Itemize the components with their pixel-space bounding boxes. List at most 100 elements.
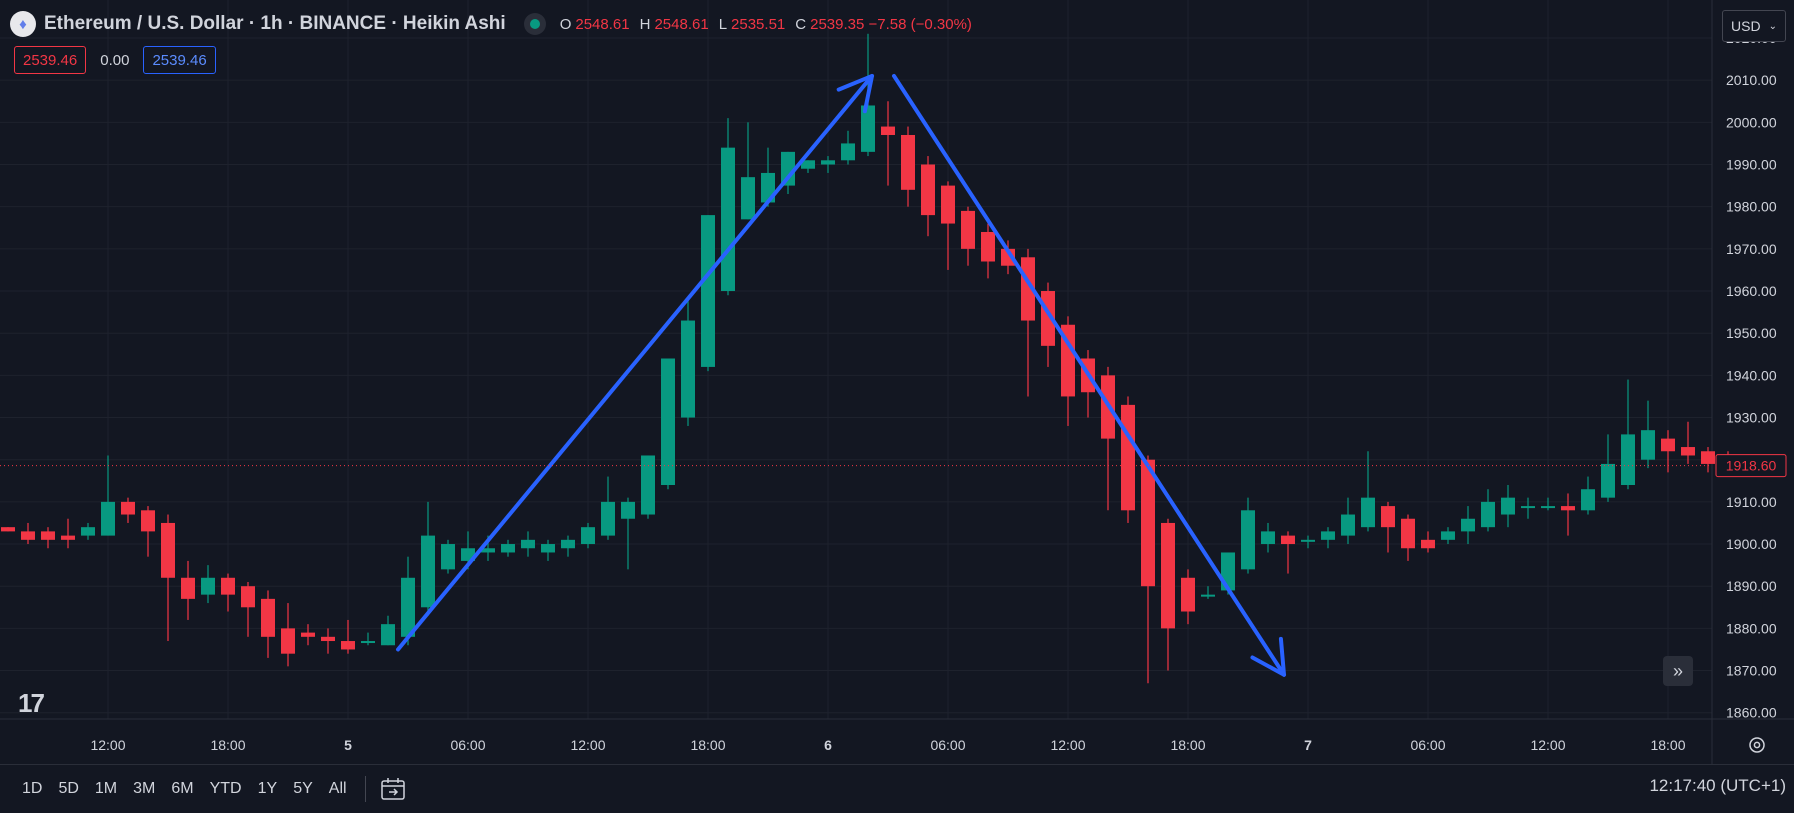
candle-up bbox=[781, 151, 795, 186]
buy-button[interactable]: 2539.46 bbox=[143, 46, 216, 74]
x-tick-label: 6 bbox=[824, 737, 832, 753]
candle-down bbox=[1, 527, 15, 532]
candle-up bbox=[541, 544, 555, 553]
candle-up bbox=[561, 539, 575, 549]
candle-down bbox=[341, 641, 355, 650]
candle-down bbox=[1161, 522, 1175, 629]
ohlc-high-value: 2548.61 bbox=[654, 15, 709, 33]
candle-down bbox=[21, 531, 35, 540]
chevron-down-icon: ⌄ bbox=[1768, 20, 1777, 32]
currency-select[interactable]: USD ⌄ bbox=[1722, 10, 1786, 42]
candle-up bbox=[621, 501, 635, 519]
candle-down bbox=[961, 210, 975, 249]
clock-timezone[interactable]: 12:17:40 (UTC+1) bbox=[1649, 776, 1786, 795]
tradingview-logo[interactable]: 17 bbox=[18, 688, 45, 718]
candle-up bbox=[521, 539, 535, 549]
timeframe-ytd[interactable]: YTD bbox=[209, 780, 242, 797]
x-tick-label: 06:00 bbox=[1410, 737, 1445, 753]
timeframe-1d[interactable]: 1D bbox=[22, 780, 43, 797]
y-tick-label: 2010.00 bbox=[1726, 72, 1777, 88]
candle-up bbox=[581, 527, 595, 545]
candle-down bbox=[1661, 438, 1675, 452]
candle-up bbox=[601, 501, 615, 536]
candle-up bbox=[1441, 531, 1455, 540]
candle-up bbox=[1541, 506, 1555, 509]
candle-up bbox=[641, 455, 655, 515]
candle-up bbox=[821, 160, 835, 165]
scroll-to-realtime-button[interactable]: » bbox=[1663, 656, 1693, 686]
candle-down bbox=[161, 522, 175, 578]
go-to-date-calendar-icon[interactable] bbox=[378, 774, 408, 804]
candle-down bbox=[241, 586, 255, 608]
market-status-icon[interactable] bbox=[523, 13, 546, 35]
candle-down bbox=[901, 134, 915, 190]
candle-up bbox=[501, 544, 515, 553]
timeframe-6m[interactable]: 6M bbox=[171, 780, 194, 797]
candle-up bbox=[1301, 539, 1315, 542]
candle-down bbox=[121, 501, 135, 515]
candle-down bbox=[261, 598, 275, 637]
candle-up bbox=[381, 624, 395, 646]
ethereum-icon[interactable]: ♦ bbox=[10, 11, 36, 37]
y-tick-label: 1880.00 bbox=[1726, 620, 1777, 636]
candle-down bbox=[1281, 535, 1295, 545]
candle-up bbox=[201, 577, 215, 595]
x-tick-label: 06:00 bbox=[930, 737, 965, 753]
x-tick-label: 06:00 bbox=[450, 737, 485, 753]
trend-arrow-up bbox=[396, 73, 874, 652]
y-tick-label: 1870.00 bbox=[1726, 663, 1777, 679]
candle-down bbox=[1421, 539, 1435, 549]
candle-up bbox=[361, 641, 375, 644]
candle-up bbox=[1201, 594, 1215, 597]
y-tick-label: 1930.00 bbox=[1726, 410, 1777, 426]
candle-up bbox=[1321, 531, 1335, 540]
candle-up bbox=[81, 527, 95, 536]
candle-up bbox=[1341, 514, 1355, 536]
y-tick-label: 1900.00 bbox=[1726, 536, 1777, 552]
candle-up bbox=[721, 147, 735, 292]
ohlc-high-label: H bbox=[639, 15, 651, 33]
candle-down bbox=[301, 632, 315, 637]
y-tick-label: 1990.00 bbox=[1726, 157, 1777, 173]
settings-gear-icon[interactable] bbox=[1744, 732, 1770, 758]
timeframe-1m[interactable]: 1M bbox=[94, 780, 118, 797]
candle-up bbox=[1241, 510, 1255, 570]
timeframe-3m[interactable]: 3M bbox=[133, 780, 156, 797]
current-price-tag bbox=[1715, 454, 1787, 478]
candle-down bbox=[981, 231, 995, 262]
candle-down bbox=[1701, 451, 1715, 464]
timeframe-5y[interactable]: 5Y bbox=[293, 780, 313, 797]
candle-down bbox=[41, 531, 55, 540]
y-tick-label: 1960.00 bbox=[1726, 283, 1777, 299]
x-tick-label: 18:00 bbox=[1650, 737, 1685, 753]
candle-down bbox=[921, 164, 935, 216]
ohlc-close-value: 2539.35 −7.58 (−0.30%) bbox=[810, 15, 972, 33]
candle-up bbox=[1261, 531, 1275, 545]
candle-down bbox=[1121, 404, 1135, 511]
y-tick-label: 1890.00 bbox=[1726, 578, 1777, 594]
timeframe-5d[interactable]: 5D bbox=[58, 780, 79, 797]
candle-up bbox=[681, 320, 695, 418]
candle-down bbox=[1181, 577, 1195, 612]
candle-up bbox=[1461, 518, 1475, 532]
timeframe-1y[interactable]: 1Y bbox=[257, 780, 278, 797]
sell-button[interactable]: 2539.46 bbox=[14, 46, 87, 74]
x-tick-label: 12:00 bbox=[1530, 737, 1565, 753]
candle-up bbox=[1641, 430, 1655, 460]
candle-up bbox=[741, 177, 755, 220]
double-chevron-right-icon: » bbox=[1672, 660, 1683, 681]
x-tick-label: 18:00 bbox=[1170, 737, 1205, 753]
x-tick-label: 18:00 bbox=[690, 737, 725, 753]
candle-down bbox=[1561, 506, 1575, 511]
y-tick-label: 1980.00 bbox=[1726, 199, 1777, 215]
candle-down bbox=[941, 185, 955, 224]
candle-up bbox=[421, 535, 435, 608]
price-chart[interactable]: 2020.002010.002000.001990.001980.001970.… bbox=[0, 0, 1794, 764]
spread-value: 0.00 bbox=[100, 51, 130, 69]
y-tick-label: 1940.00 bbox=[1726, 367, 1777, 383]
candle-up bbox=[1521, 506, 1535, 509]
y-tick-label: 1910.00 bbox=[1726, 494, 1777, 510]
symbol-title[interactable]: Ethereum / U.S. Dollar · 1h · BINANCE · … bbox=[44, 13, 506, 34]
timeframe-all[interactable]: All bbox=[328, 780, 347, 797]
candle-down bbox=[1061, 324, 1075, 397]
